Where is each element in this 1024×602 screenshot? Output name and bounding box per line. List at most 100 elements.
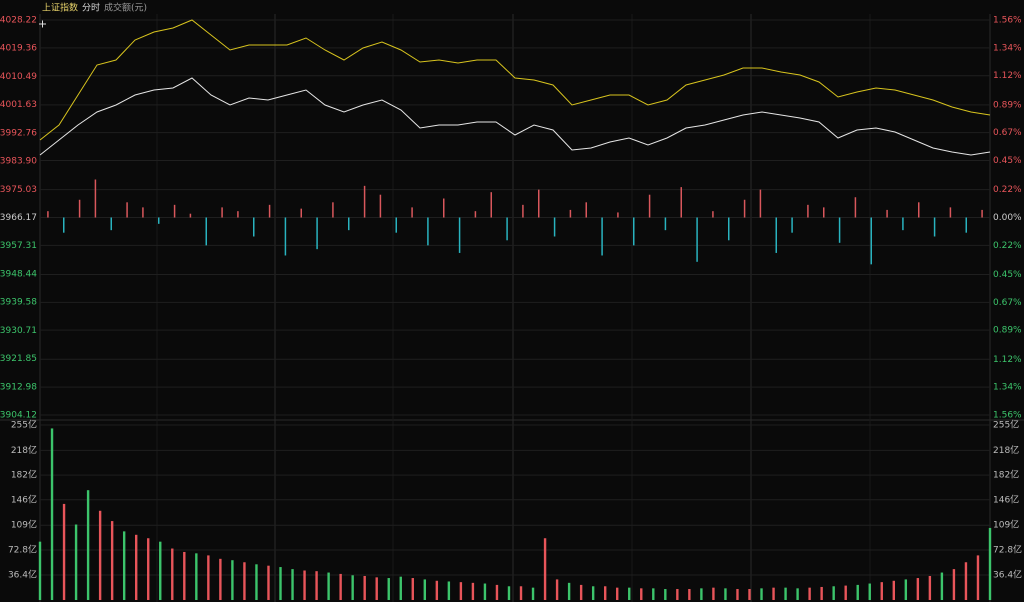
header-volume-label: 成交额(元)	[104, 2, 147, 14]
flow-bar	[94, 179, 97, 218]
flow-bar	[142, 207, 144, 218]
volume-bar	[531, 587, 535, 600]
volume-bar	[832, 586, 835, 600]
flow-bar	[949, 207, 952, 218]
y-tick-label: 3912.98	[0, 382, 37, 392]
flow-bar	[158, 217, 160, 224]
volume-bar	[483, 583, 487, 600]
volume-bar	[868, 583, 871, 600]
volume-bar	[86, 490, 90, 600]
y2-tick-label: 0.67%	[993, 128, 1022, 138]
volume-bar	[976, 555, 980, 600]
y2-tick-label: 146亿	[993, 493, 1019, 505]
volume-bar	[62, 503, 66, 600]
flow-bar	[743, 199, 746, 218]
volume-bar	[928, 575, 932, 600]
flow-bar	[268, 204, 271, 218]
y-tick-label: 4001.63	[0, 100, 37, 110]
y-tick-label: 3975.03	[0, 185, 37, 195]
volume-bar	[38, 541, 42, 600]
volume-bar	[159, 541, 162, 600]
y-tick-label: 3930.71	[0, 326, 37, 336]
volume-bar	[916, 578, 920, 600]
flow-bar	[807, 204, 809, 218]
y2-tick-label: 1.34%	[993, 43, 1022, 53]
flow-bar	[110, 217, 112, 231]
y-tick-label: 4010.49	[0, 72, 37, 82]
volume-bar	[844, 585, 847, 600]
flow-bar	[506, 217, 508, 241]
flow-bar	[522, 204, 524, 218]
flow-bar	[363, 185, 366, 218]
y-tick-label: 3992.76	[0, 128, 37, 138]
flow-bar	[78, 199, 81, 218]
flow-bar	[775, 217, 777, 253]
y-tick-label: 4028.22	[0, 16, 37, 26]
flow-bar	[965, 217, 967, 233]
y-tick-label: 3904.12	[0, 411, 37, 421]
volume-bar	[219, 558, 222, 600]
volume-bar	[964, 562, 968, 600]
y2-tick-label: 36.4亿	[993, 569, 1022, 581]
y2-tick-label: 0.00%	[993, 213, 1022, 223]
volume-bar	[339, 573, 342, 600]
y2-tick-label: 72.8亿	[993, 544, 1022, 556]
flow-bar	[237, 211, 239, 218]
volume-bar	[784, 587, 787, 600]
volume-bar	[712, 587, 715, 600]
volume-bar	[688, 589, 691, 600]
volume-bar	[267, 565, 270, 600]
y2-tick-label: 1.12%	[993, 71, 1022, 81]
y2-tick-label: 0.89%	[993, 100, 1022, 110]
flow-bar	[633, 217, 635, 246]
volume-bar	[110, 521, 114, 600]
price-line	[39, 77, 991, 156]
flow-bar	[664, 217, 667, 231]
flow-bar	[617, 212, 619, 218]
volume-bar	[543, 538, 547, 600]
volume-bar	[303, 570, 306, 600]
flow-bar	[553, 217, 556, 237]
y-tick-label: 3948.44	[0, 269, 37, 279]
flow-bar	[569, 209, 572, 218]
y-tick-label: 109亿	[11, 519, 37, 531]
volume-bar	[664, 589, 667, 600]
flow-bar	[126, 202, 128, 218]
volume-bar	[507, 586, 511, 600]
volume-bar	[591, 586, 595, 600]
flow-bar	[300, 208, 302, 218]
volume-bar	[351, 575, 354, 600]
volume-bar	[700, 588, 703, 600]
volume-bar	[519, 586, 523, 600]
flow-bar	[918, 202, 920, 218]
flow-bar	[427, 217, 429, 246]
volume-bar	[471, 582, 475, 600]
flow-bar	[759, 189, 762, 218]
flow-bar	[585, 202, 587, 218]
flow-bar	[411, 207, 413, 218]
flow-bar	[173, 204, 176, 218]
volume-bar	[808, 587, 811, 600]
y-tick-label: 4019.36	[0, 44, 37, 54]
flow-bar	[854, 197, 857, 218]
header-title: 上证指数	[42, 2, 78, 14]
flow-bar	[902, 217, 904, 231]
volume-bar	[567, 582, 571, 600]
header-mode: 分时	[82, 2, 100, 14]
y2-tick-label: 182亿	[993, 469, 1019, 481]
flow-bar	[823, 207, 825, 218]
flow-bar	[47, 211, 49, 218]
volume-bar	[315, 571, 318, 600]
y2-tick-label: 218亿	[993, 444, 1019, 456]
volume-bar	[231, 560, 234, 600]
flow-bar	[474, 211, 477, 218]
y2-tick-label: 255亿	[993, 419, 1019, 431]
flow-bar	[205, 217, 207, 246]
volume-bar	[555, 579, 559, 600]
volume-bar	[195, 553, 198, 600]
y-tick-label: 255亿	[11, 419, 37, 431]
y-tick-label: 182亿	[11, 469, 37, 481]
volume-bar	[603, 586, 607, 600]
